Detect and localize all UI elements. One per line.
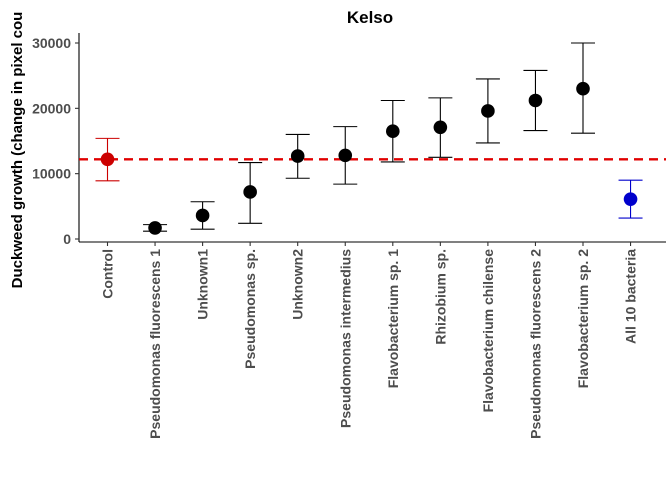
x-tick-label: Flavobacterium sp. 1	[385, 249, 401, 388]
data-point	[290, 149, 305, 163]
x-tick-label: Control	[100, 249, 116, 299]
x-tick-label: All 10 bacteria	[623, 249, 639, 344]
y-tick-label: 20000	[32, 100, 71, 116]
data-point	[433, 120, 448, 135]
data-point	[481, 104, 495, 118]
y-tick-label: 30000	[32, 35, 71, 51]
y-ticks: 0 10000 20000 30000	[32, 35, 79, 247]
x-tick-label: Pseudomonas sp.	[242, 249, 258, 369]
error-bars	[95, 42, 643, 232]
chart-title: Kelso	[347, 8, 393, 27]
y-tick-label: 0	[63, 231, 71, 247]
x-tick-label: Unknown2	[290, 249, 306, 320]
data-point	[386, 124, 400, 138]
data-point	[243, 185, 257, 199]
x-tick-label: Rhizobium sp.	[432, 249, 448, 345]
data-point	[195, 208, 210, 223]
x-ticks: Control Pseudomonas fluorescens 1 Unknown1…	[100, 242, 639, 439]
x-tick-label: Flavobacterium sp. 2	[575, 249, 591, 388]
data-point	[338, 148, 353, 163]
data-points	[100, 81, 638, 235]
x-tick-label: Pseudomonas fluorescens 2	[527, 249, 543, 439]
data-point	[623, 192, 638, 206]
x-tick-label: Unknown1	[195, 249, 211, 320]
data-point	[576, 81, 590, 96]
data-point	[528, 93, 543, 108]
data-point	[148, 221, 162, 235]
x-tick-label: Pseudomonas fluorescens 1	[147, 249, 163, 439]
y-axis-label: Duckweed growth (change in pixel cou	[9, 12, 26, 289]
x-tick-label: Pseudomonas intermedius	[337, 249, 353, 428]
data-point	[100, 152, 115, 167]
y-tick-label: 10000	[32, 166, 71, 182]
x-tick-label: Flavobacterium chilense	[480, 249, 496, 413]
